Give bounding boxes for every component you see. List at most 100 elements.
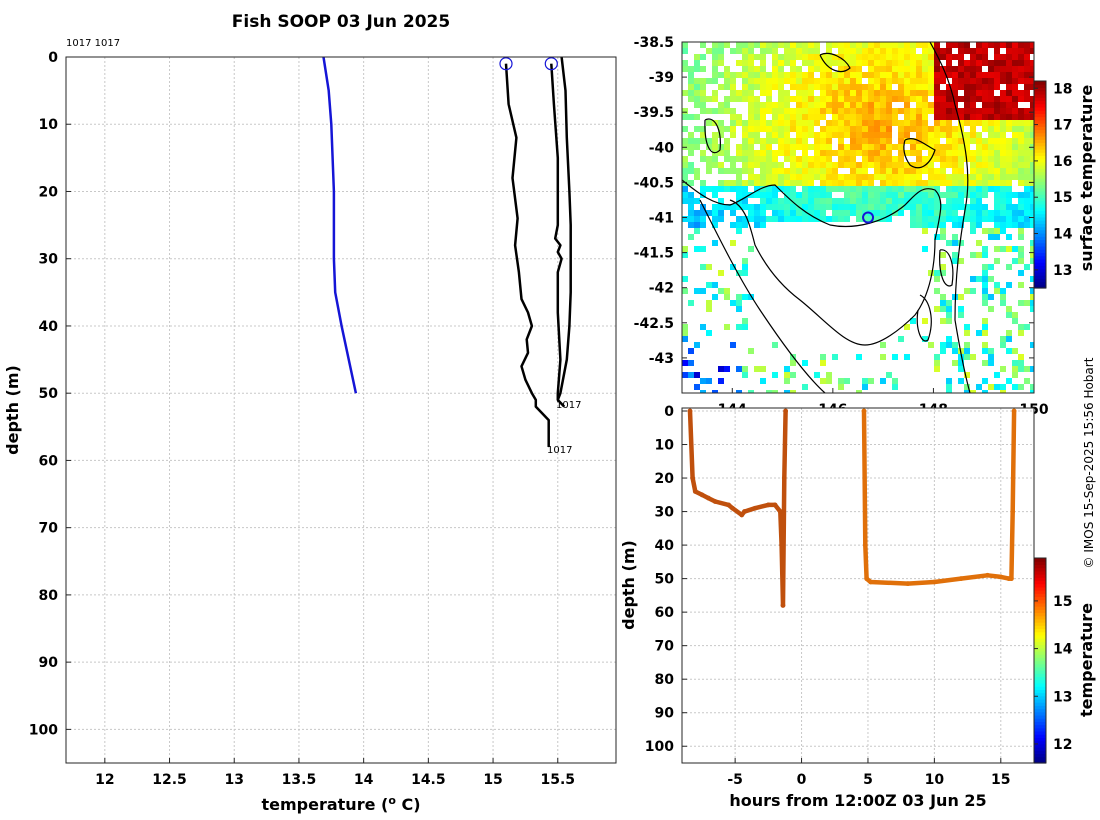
- sst-pixel: [850, 120, 856, 126]
- sst-pixel: [844, 96, 850, 102]
- sst-pixel: [1018, 384, 1024, 390]
- sst-pixel: [1030, 342, 1034, 348]
- sst-pixel: [892, 378, 898, 384]
- sst-pixel: [808, 174, 814, 180]
- sst-pixel: [934, 96, 940, 102]
- sst-pixel: [808, 216, 814, 222]
- profile-line-0: [322, 57, 358, 394]
- sst-pixel: [772, 216, 778, 222]
- sst-pixel: [922, 48, 928, 54]
- sst-pixel: [820, 186, 826, 192]
- sst-pixel: [736, 186, 742, 192]
- sst-pixel: [910, 78, 916, 84]
- sst-pixel: [688, 84, 694, 90]
- sst-pixel: [784, 156, 790, 162]
- sst-pixel: [1018, 96, 1024, 102]
- sst-pixel: [970, 204, 976, 210]
- sst-pixel: [778, 186, 784, 192]
- sst-pixel: [760, 174, 766, 180]
- sst-pixel: [964, 342, 970, 348]
- timeseries-y-tick-label-9: 90: [655, 706, 675, 722]
- map-lat-label-8: -42.5: [634, 316, 674, 332]
- sst-pixel: [910, 150, 916, 156]
- sst-pixel: [850, 174, 856, 180]
- sst-pixel: [814, 132, 820, 138]
- sst-pixel: [994, 150, 1000, 156]
- sst-pixel: [694, 342, 700, 348]
- sst-pixel: [802, 132, 808, 138]
- sst-pixel: [838, 102, 844, 108]
- sst-pixel: [928, 126, 934, 132]
- sst-pixel: [1000, 162, 1006, 168]
- sst-pixel: [814, 114, 820, 120]
- profile-y-tick-label-0: 0: [48, 50, 58, 66]
- sst-pixel: [1012, 108, 1018, 114]
- sst-pixel: [1006, 84, 1012, 90]
- sst-pixel: [724, 180, 730, 186]
- sst-pixel: [934, 216, 940, 222]
- sst-pixel: [838, 66, 844, 72]
- sst-pixel: [880, 90, 886, 96]
- sst-pixel: [706, 48, 712, 54]
- sst-pixel: [724, 102, 730, 108]
- sst-pixel: [688, 90, 694, 96]
- sst-pixel: [790, 126, 796, 132]
- sst-pixel: [1030, 72, 1034, 78]
- sst-pixel: [934, 276, 940, 282]
- sst-pixel: [826, 96, 832, 102]
- sst-pixel: [1000, 96, 1006, 102]
- sst-pixel: [964, 204, 970, 210]
- timeseries-point: [1009, 576, 1014, 582]
- sst-pixel: [784, 132, 790, 138]
- sst-pixel: [784, 186, 790, 192]
- sst-pixel: [742, 66, 748, 72]
- shelf-contour: [699, 199, 826, 393]
- sst-pixel: [904, 42, 910, 48]
- sst-pixel: [736, 96, 742, 102]
- sst-pixel: [856, 132, 862, 138]
- sst-pixel: [1024, 192, 1030, 198]
- sst-pixel: [796, 66, 802, 72]
- sst-pixel: [712, 60, 718, 66]
- sst-pixel: [796, 72, 802, 78]
- sst-pixel: [964, 66, 970, 72]
- sst-pixel: [790, 72, 796, 78]
- sst-pixel: [1018, 66, 1024, 72]
- sst-pixel: [868, 42, 874, 48]
- sst-pixel: [886, 186, 892, 192]
- sst-pixel: [742, 180, 748, 186]
- sst-pixel: [1018, 108, 1024, 114]
- sst-pixel: [790, 60, 796, 66]
- sst-pixel: [736, 150, 742, 156]
- sst-pixel: [826, 42, 832, 48]
- sst-pixel: [694, 372, 700, 378]
- sst-pixel: [844, 120, 850, 126]
- sst-pixel: [760, 156, 766, 162]
- sst-pixel: [886, 120, 892, 126]
- sst-pixel: [880, 60, 886, 66]
- sst-pixel: [904, 204, 910, 210]
- sst-pixel: [1000, 222, 1006, 228]
- sst-pixel: [754, 204, 760, 210]
- sst-pixel: [1012, 72, 1018, 78]
- sst-pixel: [958, 378, 964, 384]
- sst-pixel: [862, 48, 868, 54]
- sst-pixel: [1000, 384, 1006, 390]
- sst-pixel: [916, 180, 922, 186]
- sst-pixel: [880, 210, 886, 216]
- sst-pixel: [958, 138, 964, 144]
- sst-pixel: [886, 42, 892, 48]
- sst-pixel: [940, 306, 946, 312]
- sst-pixel: [742, 78, 748, 84]
- sst-pixel: [1018, 222, 1024, 228]
- sst-pixel: [1018, 324, 1024, 330]
- sst-pixel: [748, 180, 754, 186]
- sst-pixel: [838, 132, 844, 138]
- sst-pixel: [832, 108, 838, 114]
- sst-pixel: [922, 54, 928, 60]
- profile-line-3: [556, 57, 572, 401]
- sst-pixel: [784, 216, 790, 222]
- sst-pixel: [724, 186, 730, 192]
- sst-pixel: [964, 48, 970, 54]
- sst-pixel: [838, 108, 844, 114]
